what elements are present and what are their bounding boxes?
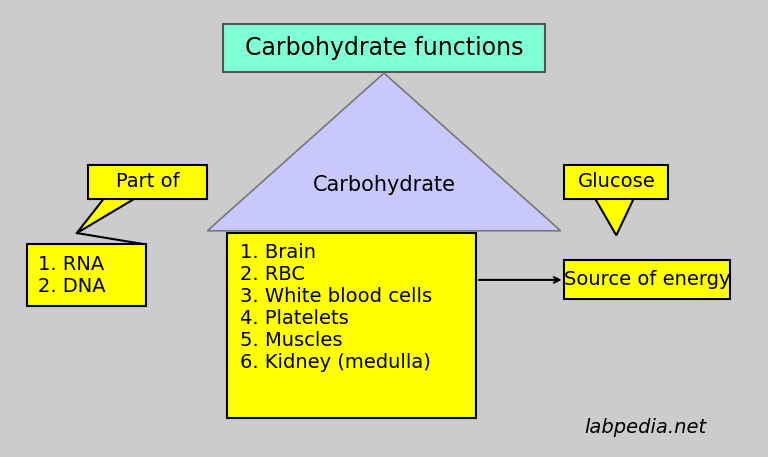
Text: Carbohydrate: Carbohydrate — [313, 175, 455, 195]
FancyBboxPatch shape — [564, 260, 730, 299]
Polygon shape — [207, 73, 561, 231]
Polygon shape — [77, 199, 134, 233]
Text: Source of energy: Source of energy — [564, 271, 730, 289]
Text: 1. Brain
2. RBC
3. White blood cells
4. Platelets
5. Muscles
6. Kidney (medulla): 1. Brain 2. RBC 3. White blood cells 4. … — [240, 243, 432, 372]
FancyBboxPatch shape — [27, 244, 146, 306]
Text: Carbohydrate functions: Carbohydrate functions — [245, 36, 523, 60]
Polygon shape — [105, 192, 133, 198]
FancyBboxPatch shape — [564, 165, 668, 199]
Polygon shape — [597, 192, 632, 198]
Text: Glucose: Glucose — [578, 172, 655, 191]
Text: Part of: Part of — [116, 172, 180, 191]
Polygon shape — [595, 199, 634, 235]
FancyBboxPatch shape — [88, 165, 207, 199]
Text: labpedia.net: labpedia.net — [584, 418, 707, 437]
FancyBboxPatch shape — [227, 233, 476, 418]
FancyBboxPatch shape — [223, 24, 545, 72]
Text: 1. RNA
2. DNA: 1. RNA 2. DNA — [38, 255, 106, 296]
